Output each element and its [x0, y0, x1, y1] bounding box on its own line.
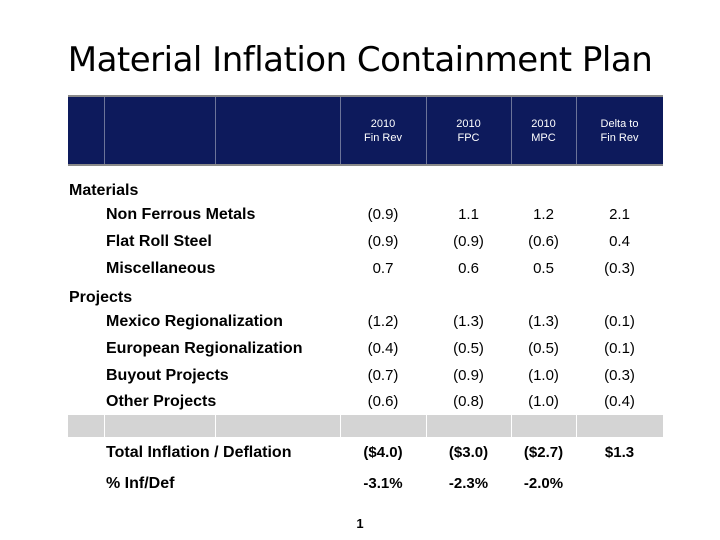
cell-fpc: (0.9) — [453, 367, 484, 384]
cell-fin-rev: ($4.0) — [363, 444, 403, 461]
cell-fpc: 1.1 — [458, 206, 479, 223]
column-header-line: Fin Rev — [600, 131, 639, 144]
cell-fin-rev: (0.7) — [367, 367, 399, 384]
table-header-bar: 2010 Fin Rev 2010 FPC 2010 MPC Delta to … — [68, 95, 663, 166]
cell-delta: $1.3 — [604, 444, 635, 461]
cell-fin-rev: (1.2) — [367, 313, 399, 330]
row-label: Mexico Regionalization — [106, 313, 283, 330]
cell-mpc: (0.5) — [528, 340, 559, 357]
cell-mpc: (1.0) — [528, 393, 559, 410]
slide-title: Material Inflation Containment Plan — [67, 40, 653, 80]
column-header-line: 2010 — [531, 117, 556, 130]
cell-delta: (0.3) — [604, 367, 635, 384]
table-row: Buyout Projects (0.7) (0.9) (1.0) (0.3) — [0, 367, 720, 389]
column-header-line: Delta to — [600, 117, 639, 130]
cell-delta: (0.1) — [604, 313, 635, 330]
column-header-fpc: 2010 FPC — [426, 97, 511, 164]
cell-fpc: (0.5) — [453, 340, 484, 357]
table-row: Mexico Regionalization (1.2) (1.3) (1.3)… — [0, 313, 720, 335]
column-header-line: MPC — [531, 131, 556, 144]
table-row: Non Ferrous Metals (0.9) 1.1 1.2 2.1 — [0, 206, 720, 228]
table-row: European Regionalization (0.4) (0.5) (0.… — [0, 340, 720, 362]
cell-fpc: -2.3% — [448, 475, 489, 492]
row-label: Total Inflation / Deflation — [106, 444, 292, 461]
cell-fin-rev: (0.9) — [367, 206, 399, 223]
table-row: Flat Roll Steel (0.9) (0.9) (0.6) 0.4 — [0, 233, 720, 255]
row-label: Flat Roll Steel — [106, 233, 212, 250]
row-label: Other Projects — [106, 393, 217, 410]
row-label: Miscellaneous — [106, 260, 216, 277]
header-divider — [576, 97, 577, 164]
column-header-delta: Delta to Fin Rev — [576, 97, 663, 164]
cell-delta: (0.1) — [604, 340, 635, 357]
cell-delta: 0.4 — [609, 233, 630, 250]
separator-divider — [576, 415, 577, 437]
row-label: Non Ferrous Metals — [106, 206, 256, 223]
cell-mpc: -2.0% — [523, 475, 564, 492]
column-header-line: Fin Rev — [364, 131, 402, 144]
section-title-materials: Materials — [69, 182, 139, 199]
cell-fpc: (0.8) — [453, 393, 484, 410]
header-divider — [215, 97, 216, 164]
header-divider — [104, 97, 105, 164]
cell-fin-rev: -3.1% — [363, 475, 403, 492]
column-header-line: 2010 — [456, 117, 481, 130]
row-label: European Regionalization — [106, 340, 303, 357]
cell-mpc: (1.3) — [528, 313, 559, 330]
cell-delta: 2.1 — [609, 206, 630, 223]
cell-mpc: 0.5 — [533, 260, 554, 277]
table-row: Miscellaneous 0.7 0.6 0.5 (0.3) — [0, 260, 720, 282]
separator-bar — [68, 415, 663, 437]
section-title-projects: Projects — [69, 289, 133, 306]
cell-fpc: (0.9) — [453, 233, 484, 250]
separator-divider — [426, 415, 427, 437]
row-label: Buyout Projects — [106, 367, 229, 384]
percent-row: % Inf/Def -3.1% -2.3% -2.0% — [0, 475, 720, 497]
cell-mpc: 1.2 — [533, 206, 554, 223]
header-divider — [426, 97, 427, 164]
cell-mpc: (0.6) — [528, 233, 559, 250]
cell-fin-rev: (0.9) — [367, 233, 399, 250]
separator-divider — [104, 415, 105, 437]
cell-mpc: (1.0) — [528, 367, 559, 384]
column-header-fin-rev: 2010 Fin Rev — [340, 97, 426, 164]
column-header-line: FPC — [457, 131, 480, 144]
separator-divider — [340, 415, 341, 437]
cell-fin-rev: (0.6) — [367, 393, 399, 410]
separator-divider — [511, 415, 512, 437]
column-header-mpc: 2010 MPC — [511, 97, 576, 164]
cell-fin-rev: (0.4) — [367, 340, 399, 357]
cell-mpc: ($2.7) — [523, 444, 564, 461]
cell-delta: (0.3) — [604, 260, 635, 277]
cell-delta: (0.4) — [604, 393, 635, 410]
header-divider — [511, 97, 512, 164]
table-row: Other Projects (0.6) (0.8) (1.0) (0.4) — [0, 393, 720, 415]
column-header-line: 2010 — [370, 117, 396, 130]
header-divider — [340, 97, 341, 164]
cell-fpc: ($3.0) — [448, 444, 489, 461]
separator-divider — [215, 415, 216, 437]
total-row: Total Inflation / Deflation ($4.0) ($3.0… — [0, 444, 720, 466]
cell-fin-rev: 0.7 — [372, 260, 394, 277]
page-number: 1 — [356, 516, 364, 531]
cell-fpc: (1.3) — [453, 313, 484, 330]
row-label: % Inf/Def — [106, 475, 175, 492]
cell-fpc: 0.6 — [458, 260, 479, 277]
